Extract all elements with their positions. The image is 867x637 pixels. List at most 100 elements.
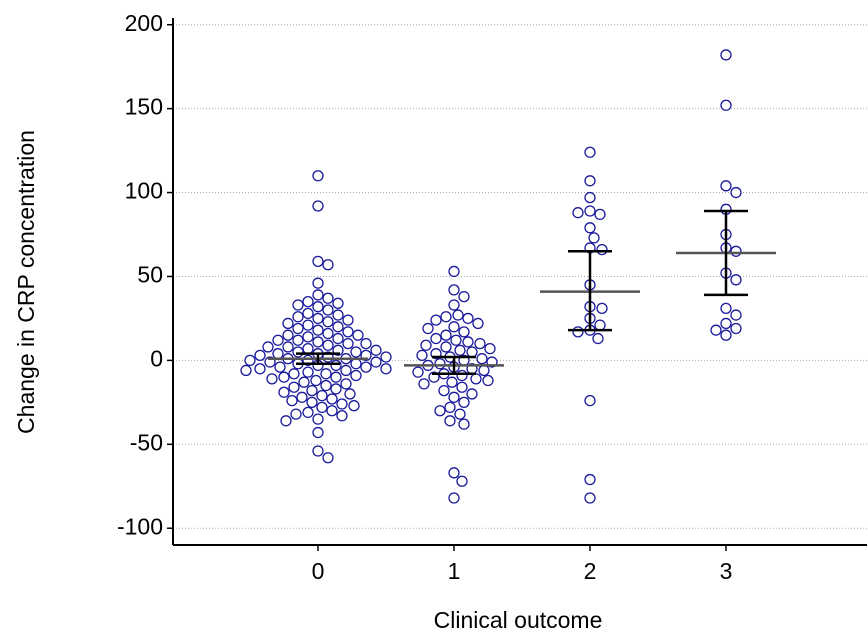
data-point — [312, 413, 324, 425]
data-point — [456, 475, 468, 487]
data-point — [584, 492, 596, 504]
data-point — [448, 467, 460, 479]
data-point — [466, 346, 478, 358]
data-point — [302, 342, 314, 355]
data-point — [348, 400, 360, 412]
data-point — [322, 292, 334, 304]
data-point — [458, 418, 470, 430]
data-point — [326, 405, 338, 417]
data-point — [312, 289, 324, 301]
data-point — [312, 324, 324, 336]
y-tick-label: -100 — [117, 513, 163, 539]
data-point — [330, 359, 342, 372]
x-tick-label: 1 — [448, 558, 461, 584]
data-point — [418, 378, 430, 390]
data-point — [416, 349, 428, 361]
data-point — [292, 311, 304, 323]
data-point — [332, 309, 344, 321]
data-point — [312, 445, 324, 457]
data-point — [292, 346, 304, 358]
data-point — [444, 415, 456, 427]
data-point — [320, 379, 332, 392]
data-point — [430, 314, 442, 326]
data-point — [278, 371, 290, 383]
data-point — [594, 208, 606, 221]
data-point — [596, 243, 608, 256]
data-point — [322, 304, 334, 316]
data-point — [584, 191, 596, 204]
data-point — [320, 368, 332, 380]
data-point — [280, 415, 292, 427]
x-tick-label: 2 — [584, 558, 597, 584]
data-point — [454, 344, 466, 356]
data-point — [316, 389, 328, 402]
data-point — [272, 348, 284, 360]
data-point — [448, 299, 460, 311]
data-point — [730, 186, 742, 199]
data-point — [730, 322, 742, 335]
data-point — [456, 369, 468, 382]
data-point — [572, 207, 584, 219]
data-point — [330, 371, 342, 383]
data-point — [584, 473, 596, 486]
data-point — [584, 222, 596, 234]
data-point — [448, 391, 460, 403]
data-point — [440, 311, 452, 323]
data-point — [458, 326, 470, 338]
data-point — [594, 319, 606, 331]
data-point — [322, 316, 334, 328]
data-point — [288, 381, 300, 393]
data-point — [282, 341, 294, 353]
data-point — [720, 99, 732, 111]
data-point — [254, 349, 266, 361]
data-point — [484, 342, 496, 355]
data-point — [312, 170, 324, 182]
data-point — [296, 391, 308, 403]
data-point — [332, 297, 344, 309]
y-tick-label: 150 — [125, 94, 163, 120]
x-tick-label: 0 — [312, 558, 325, 584]
data-point — [342, 326, 354, 338]
data-point — [370, 344, 382, 356]
data-point — [292, 334, 304, 346]
data-point — [312, 200, 324, 212]
x-tick-label: 3 — [720, 558, 733, 584]
data-point — [380, 363, 392, 375]
data-point — [466, 388, 478, 400]
data-point — [332, 321, 344, 333]
data-point — [730, 274, 742, 286]
data-point — [584, 146, 596, 158]
data-point — [350, 346, 362, 358]
x-axis-title: Clinical outcome — [434, 607, 603, 633]
data-point — [448, 492, 460, 504]
data-point — [470, 373, 482, 385]
data-point — [730, 309, 742, 321]
data-point — [312, 312, 324, 325]
y-tick-label: 200 — [125, 10, 163, 36]
data-point — [720, 180, 732, 192]
data-point — [448, 284, 460, 296]
data-point — [302, 366, 314, 378]
data-point — [450, 334, 462, 346]
data-point — [342, 314, 354, 326]
data-point — [572, 326, 584, 338]
y-tick-label: -50 — [130, 429, 163, 455]
data-point — [310, 374, 322, 387]
data-point — [312, 426, 324, 439]
data-point — [282, 317, 294, 330]
data-point — [584, 395, 596, 407]
data-point — [462, 312, 474, 325]
data-point — [584, 175, 596, 187]
data-point — [244, 354, 256, 367]
data-point — [462, 336, 474, 348]
data-point — [302, 331, 314, 343]
data-point — [730, 245, 742, 257]
data-point — [350, 358, 362, 370]
data-point — [454, 408, 466, 420]
data-point — [282, 329, 294, 341]
data-point — [458, 290, 470, 303]
data-point — [342, 337, 354, 350]
data-point — [452, 309, 464, 321]
data-point — [322, 327, 334, 340]
